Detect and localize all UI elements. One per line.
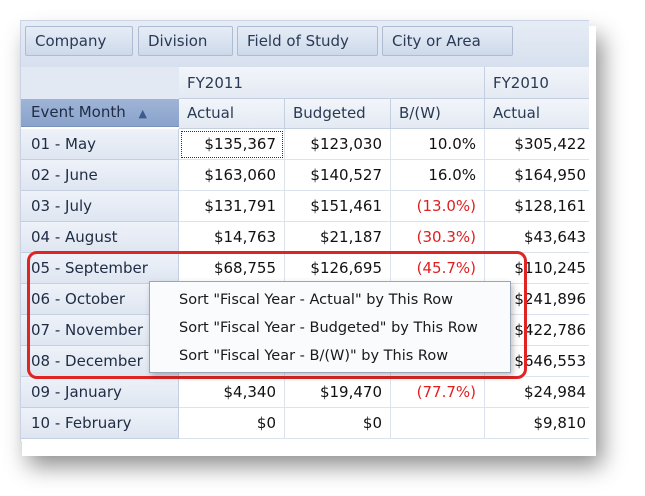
- row-field-label: Event Month: [31, 103, 126, 121]
- data-cell[interactable]: $126,695: [285, 253, 391, 284]
- row-header[interactable]: 09 - January: [21, 377, 179, 408]
- menu-item-sort-actual[interactable]: Sort "Fiscal Year - Actual" by This Row: [179, 292, 454, 308]
- measure-header-actual[interactable]: Actual: [179, 99, 285, 129]
- data-cell[interactable]: $646,553: [485, 346, 589, 377]
- data-cell[interactable]: $0: [285, 408, 391, 439]
- data-cell[interactable]: $21,187: [285, 222, 391, 253]
- data-cell[interactable]: $24,984: [485, 377, 589, 408]
- data-cell[interactable]: $4,340: [179, 377, 285, 408]
- data-cell[interactable]: $140,527: [285, 160, 391, 191]
- data-cell[interactable]: 16.0%: [391, 160, 485, 191]
- row-header[interactable]: 02 - June: [21, 160, 179, 191]
- column-header-fy2011[interactable]: FY2011: [179, 67, 485, 99]
- context-menu: Sort "Fiscal Year - Actual" by This Row …: [149, 281, 511, 373]
- data-cell[interactable]: (45.7%): [391, 253, 485, 284]
- row-field-event-month[interactable]: Event Month ▲: [21, 99, 179, 127]
- sort-ascending-icon: ▲: [138, 107, 148, 120]
- measure-header-budgeted[interactable]: Budgeted: [285, 99, 391, 129]
- filter-field-company[interactable]: Company: [25, 26, 133, 56]
- measure-header-actual-fy2010[interactable]: Actual: [485, 99, 589, 129]
- data-cell[interactable]: (30.3%): [391, 222, 485, 253]
- data-cell[interactable]: $0: [179, 408, 285, 439]
- data-cell[interactable]: $68,755: [179, 253, 285, 284]
- row-header[interactable]: 05 - September: [21, 253, 179, 284]
- data-cell[interactable]: $164,950: [485, 160, 589, 191]
- data-cell[interactable]: $151,461: [285, 191, 391, 222]
- data-cell[interactable]: $135,367: [179, 129, 285, 160]
- data-cell[interactable]: $123,030: [285, 129, 391, 160]
- data-cell[interactable]: $305,422: [485, 129, 589, 160]
- data-cell[interactable]: $14,763: [179, 222, 285, 253]
- data-cell[interactable]: $110,245: [485, 253, 589, 284]
- pivot-grid: Company Division Field of Study City or …: [20, 20, 589, 441]
- data-cell[interactable]: (77.7%): [391, 377, 485, 408]
- measure-header-bw[interactable]: B/(W): [391, 99, 485, 129]
- row-header[interactable]: 03 - July: [21, 191, 179, 222]
- data-cell[interactable]: $163,060: [179, 160, 285, 191]
- data-cell[interactable]: (13.0%): [391, 191, 485, 222]
- data-cell[interactable]: $131,791: [179, 191, 285, 222]
- menu-item-sort-budgeted[interactable]: Sort "Fiscal Year - Budgeted" by This Ro…: [179, 320, 478, 336]
- column-header-fy2010[interactable]: FY2010: [485, 67, 589, 99]
- data-cell[interactable]: $19,470: [285, 377, 391, 408]
- filter-field-field-of-study[interactable]: Field of Study: [237, 26, 378, 56]
- data-cell[interactable]: $9,810: [485, 408, 589, 439]
- menu-item-sort-bw[interactable]: Sort "Fiscal Year - B/(W)" by This Row: [179, 348, 449, 364]
- filter-area: Company Division Field of Study City or …: [21, 21, 589, 67]
- data-cell[interactable]: [391, 408, 485, 439]
- row-header[interactable]: 04 - August: [21, 222, 179, 253]
- row-header[interactable]: 01 - May: [21, 129, 179, 160]
- data-cell[interactable]: $128,161: [485, 191, 589, 222]
- data-cell[interactable]: $43,643: [485, 222, 589, 253]
- filter-field-city-or-area[interactable]: City or Area: [382, 26, 513, 56]
- row-header[interactable]: 10 - February: [21, 408, 179, 439]
- filter-field-division[interactable]: Division: [138, 26, 233, 56]
- data-cell[interactable]: 10.0%: [391, 129, 485, 160]
- column-area-spacer: [21, 67, 179, 99]
